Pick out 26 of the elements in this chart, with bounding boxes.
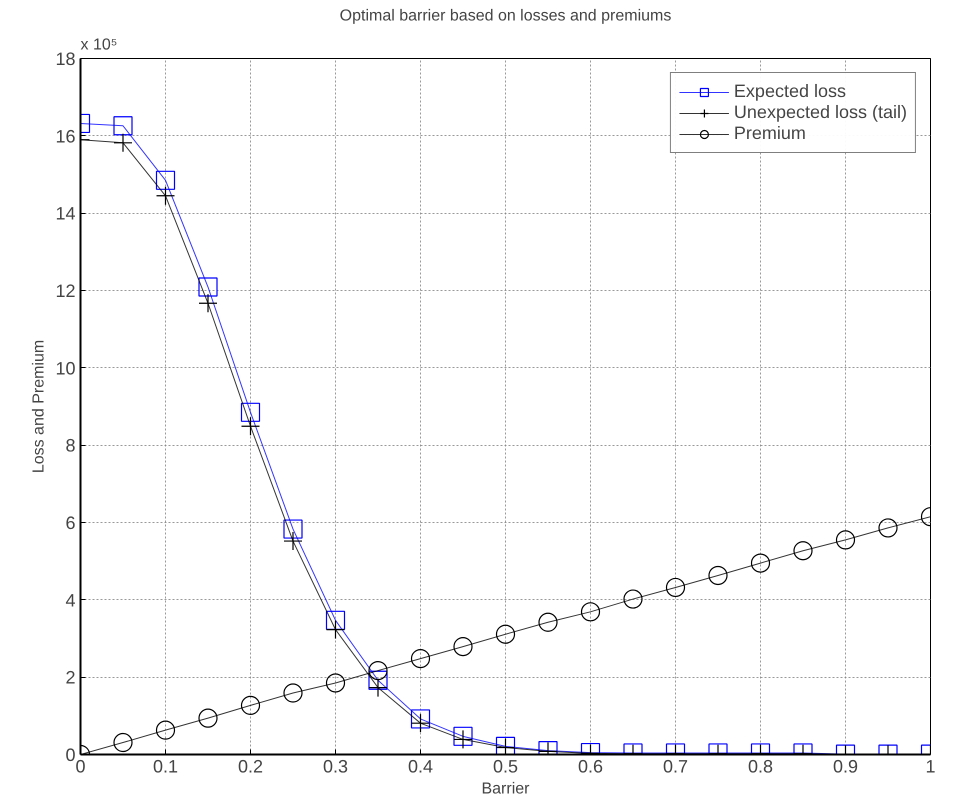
x-tick-label: 1 — [925, 756, 936, 776]
y-tick-label: 10 — [55, 358, 76, 378]
y-tick-label: 4 — [65, 590, 76, 610]
x-tick-label: 0.4 — [408, 756, 434, 776]
x-tick-label: 0.3 — [322, 756, 348, 776]
x-tick-label: 0.7 — [662, 756, 688, 776]
x-tick-label: 0.5 — [492, 756, 518, 776]
y-tick-label: 8 — [65, 436, 76, 456]
y-tick-label: 6 — [65, 513, 76, 533]
x-tick-label: 0.8 — [748, 756, 774, 776]
y-tick-label: 16 — [55, 126, 76, 146]
text: x 10⁵ — [80, 36, 118, 54]
chart-title: Optimal barrier based on losses and premiums — [340, 8, 672, 24]
x-tick-label: 0.1 — [152, 756, 178, 776]
x-axis-title: Barrier — [481, 780, 530, 798]
y-tick-label: 12 — [55, 281, 76, 301]
y-axis-title: Loss and Premium — [30, 340, 48, 474]
y-tick-label: 18 — [55, 49, 76, 69]
y-tick-label: 14 — [55, 204, 76, 224]
x-tick-label: 0.6 — [578, 756, 604, 776]
legend-label: Unexpected loss (tail) — [734, 102, 907, 123]
x-tick-label: 0.2 — [238, 756, 264, 776]
x-tick-label: 0.9 — [832, 756, 858, 776]
y-tick-label: 2 — [65, 668, 76, 688]
legend-label: Expected loss — [734, 81, 846, 102]
legend-label: Premium — [734, 123, 806, 144]
